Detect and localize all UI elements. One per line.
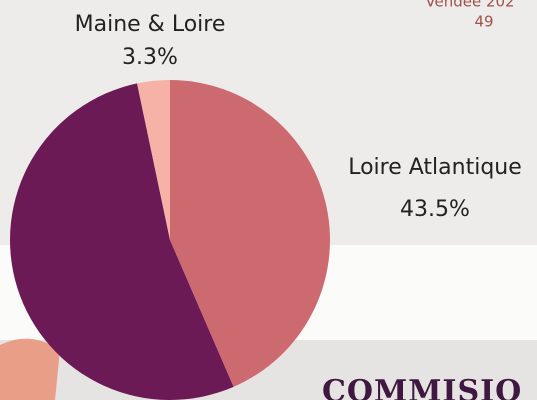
brush-stroke <box>0 339 60 400</box>
footer-title: COMMISIO <box>322 374 522 400</box>
slice-label: Maine & Loire <box>75 12 226 37</box>
slice-label: Loire Atlantique <box>348 155 522 180</box>
annotation: Vendée 202 <box>425 0 514 11</box>
pie <box>10 80 330 400</box>
annotation: 49 <box>474 13 493 31</box>
chart: Vendée 202 49 COMMISIO Loire Atlantique 4… <box>0 0 537 400</box>
value-label: 3.3% <box>122 45 178 70</box>
value-label: 43.5% <box>400 197 470 222</box>
